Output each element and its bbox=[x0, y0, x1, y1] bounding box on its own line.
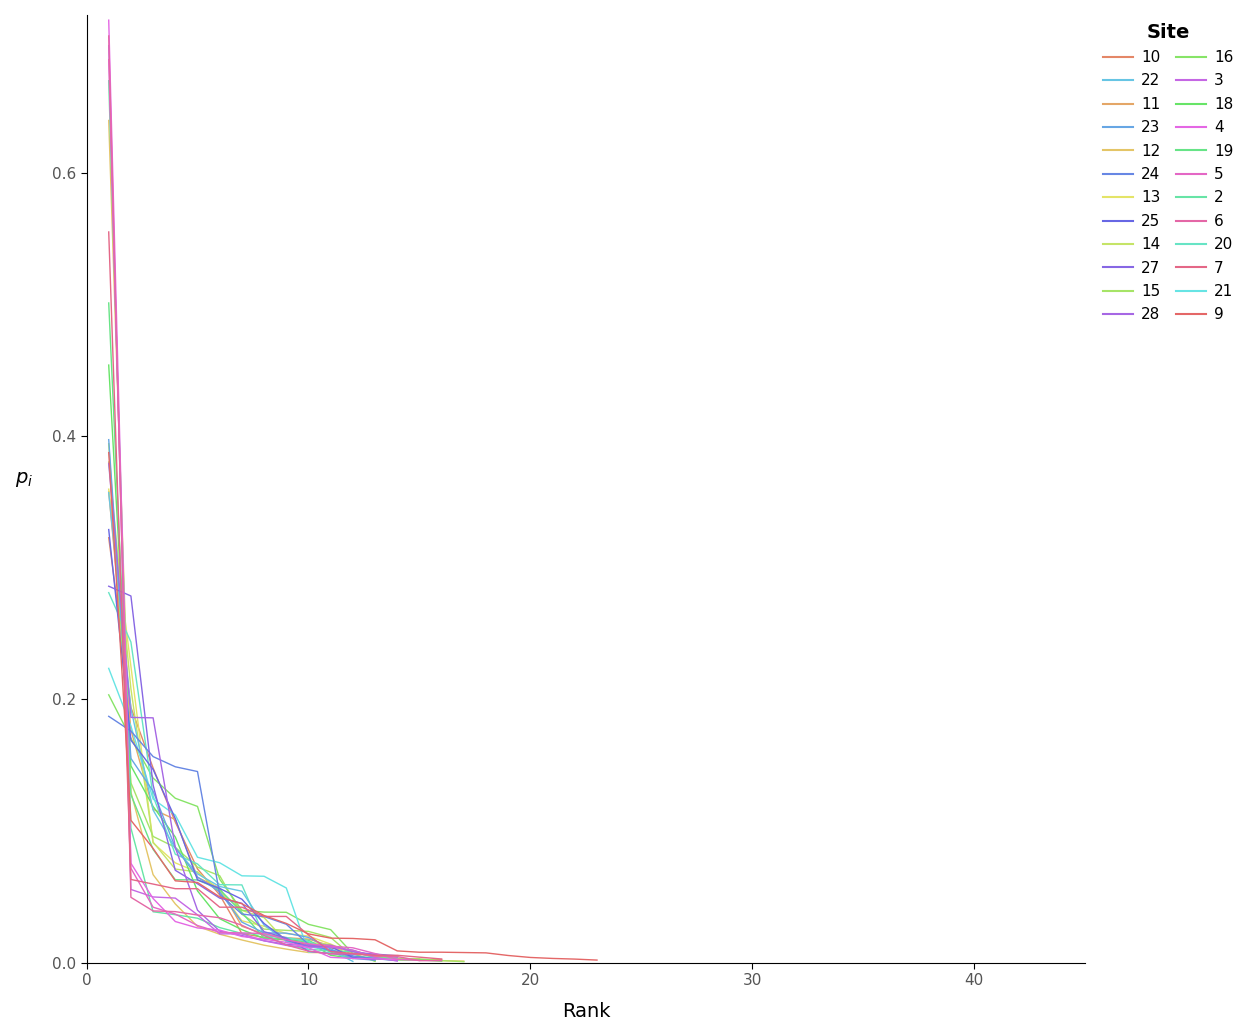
Y-axis label: $p_i$: $p_i$ bbox=[15, 470, 34, 489]
X-axis label: Rank: Rank bbox=[562, 1002, 610, 1021]
Legend: 10, 22, 11, 23, 12, 24, 13, 25, 14, 27, 15, 28, 16, 3, 18, 4, 19, 5, 2, 6, 20, 7: 10, 22, 11, 23, 12, 24, 13, 25, 14, 27, … bbox=[1103, 23, 1233, 322]
